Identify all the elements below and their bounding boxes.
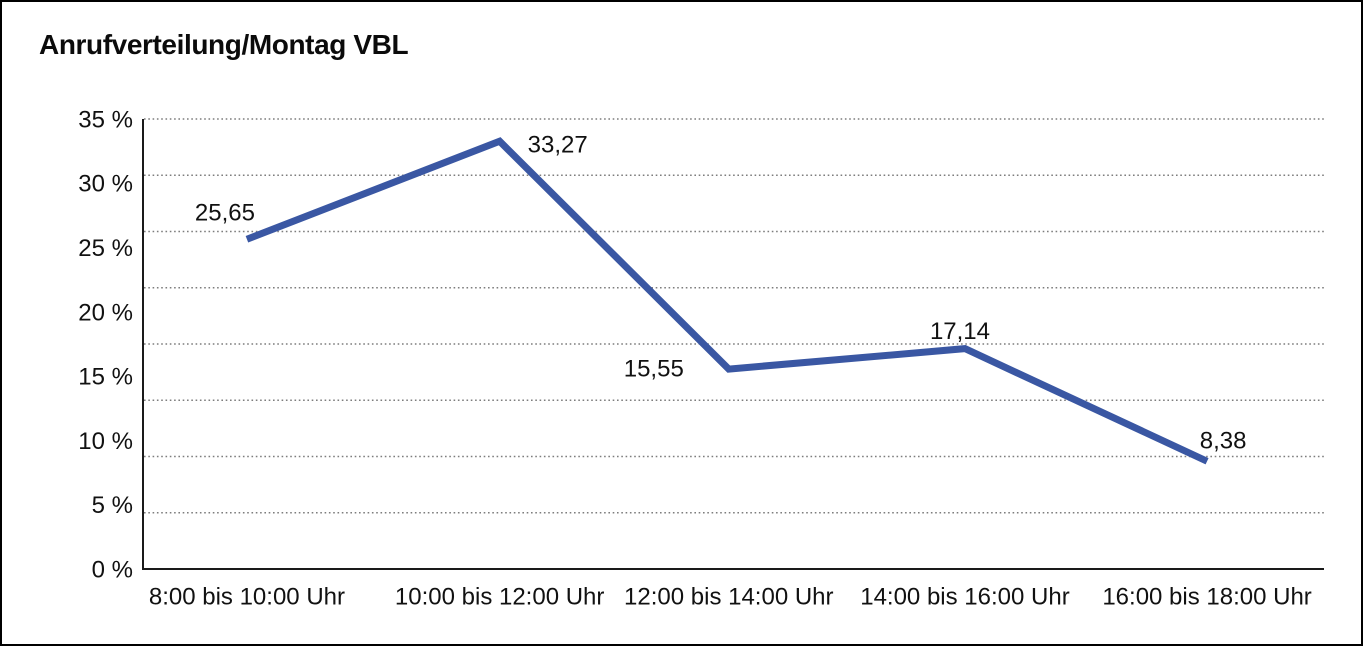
y-tick-label: 30 % <box>78 171 133 198</box>
x-category-label: 12:00 bis 14:00 Uhr <box>624 583 833 610</box>
data-point-label: 8,38 <box>1200 428 1247 455</box>
y-tick-label: 5 % <box>92 492 133 519</box>
y-tick-label: 10 % <box>78 428 133 455</box>
data-point-label: 15,55 <box>624 355 684 382</box>
y-tick-label: 25 % <box>78 235 133 262</box>
chart-title: Anrufverteilung/Montag VBL <box>39 29 409 60</box>
y-tick-label: 15 % <box>78 364 133 391</box>
data-point-label: 17,14 <box>930 318 990 345</box>
y-tick-label: 35 % <box>78 106 133 133</box>
chart-line <box>245 137 1209 465</box>
x-category-label: 10:00 bis 12:00 Uhr <box>395 583 604 610</box>
y-tick-label: 0 % <box>92 556 133 583</box>
y-tick-label: 20 % <box>78 299 133 326</box>
x-category-label: 8:00 bis 10:00 Uhr <box>149 583 345 610</box>
data-point-label: 25,65 <box>195 200 255 227</box>
x-category-label: 14:00 bis 16:00 Uhr <box>860 583 1069 610</box>
data-point-label: 33,27 <box>528 132 588 159</box>
x-category-label: 16:00 bis 18:00 Uhr <box>1102 583 1311 610</box>
